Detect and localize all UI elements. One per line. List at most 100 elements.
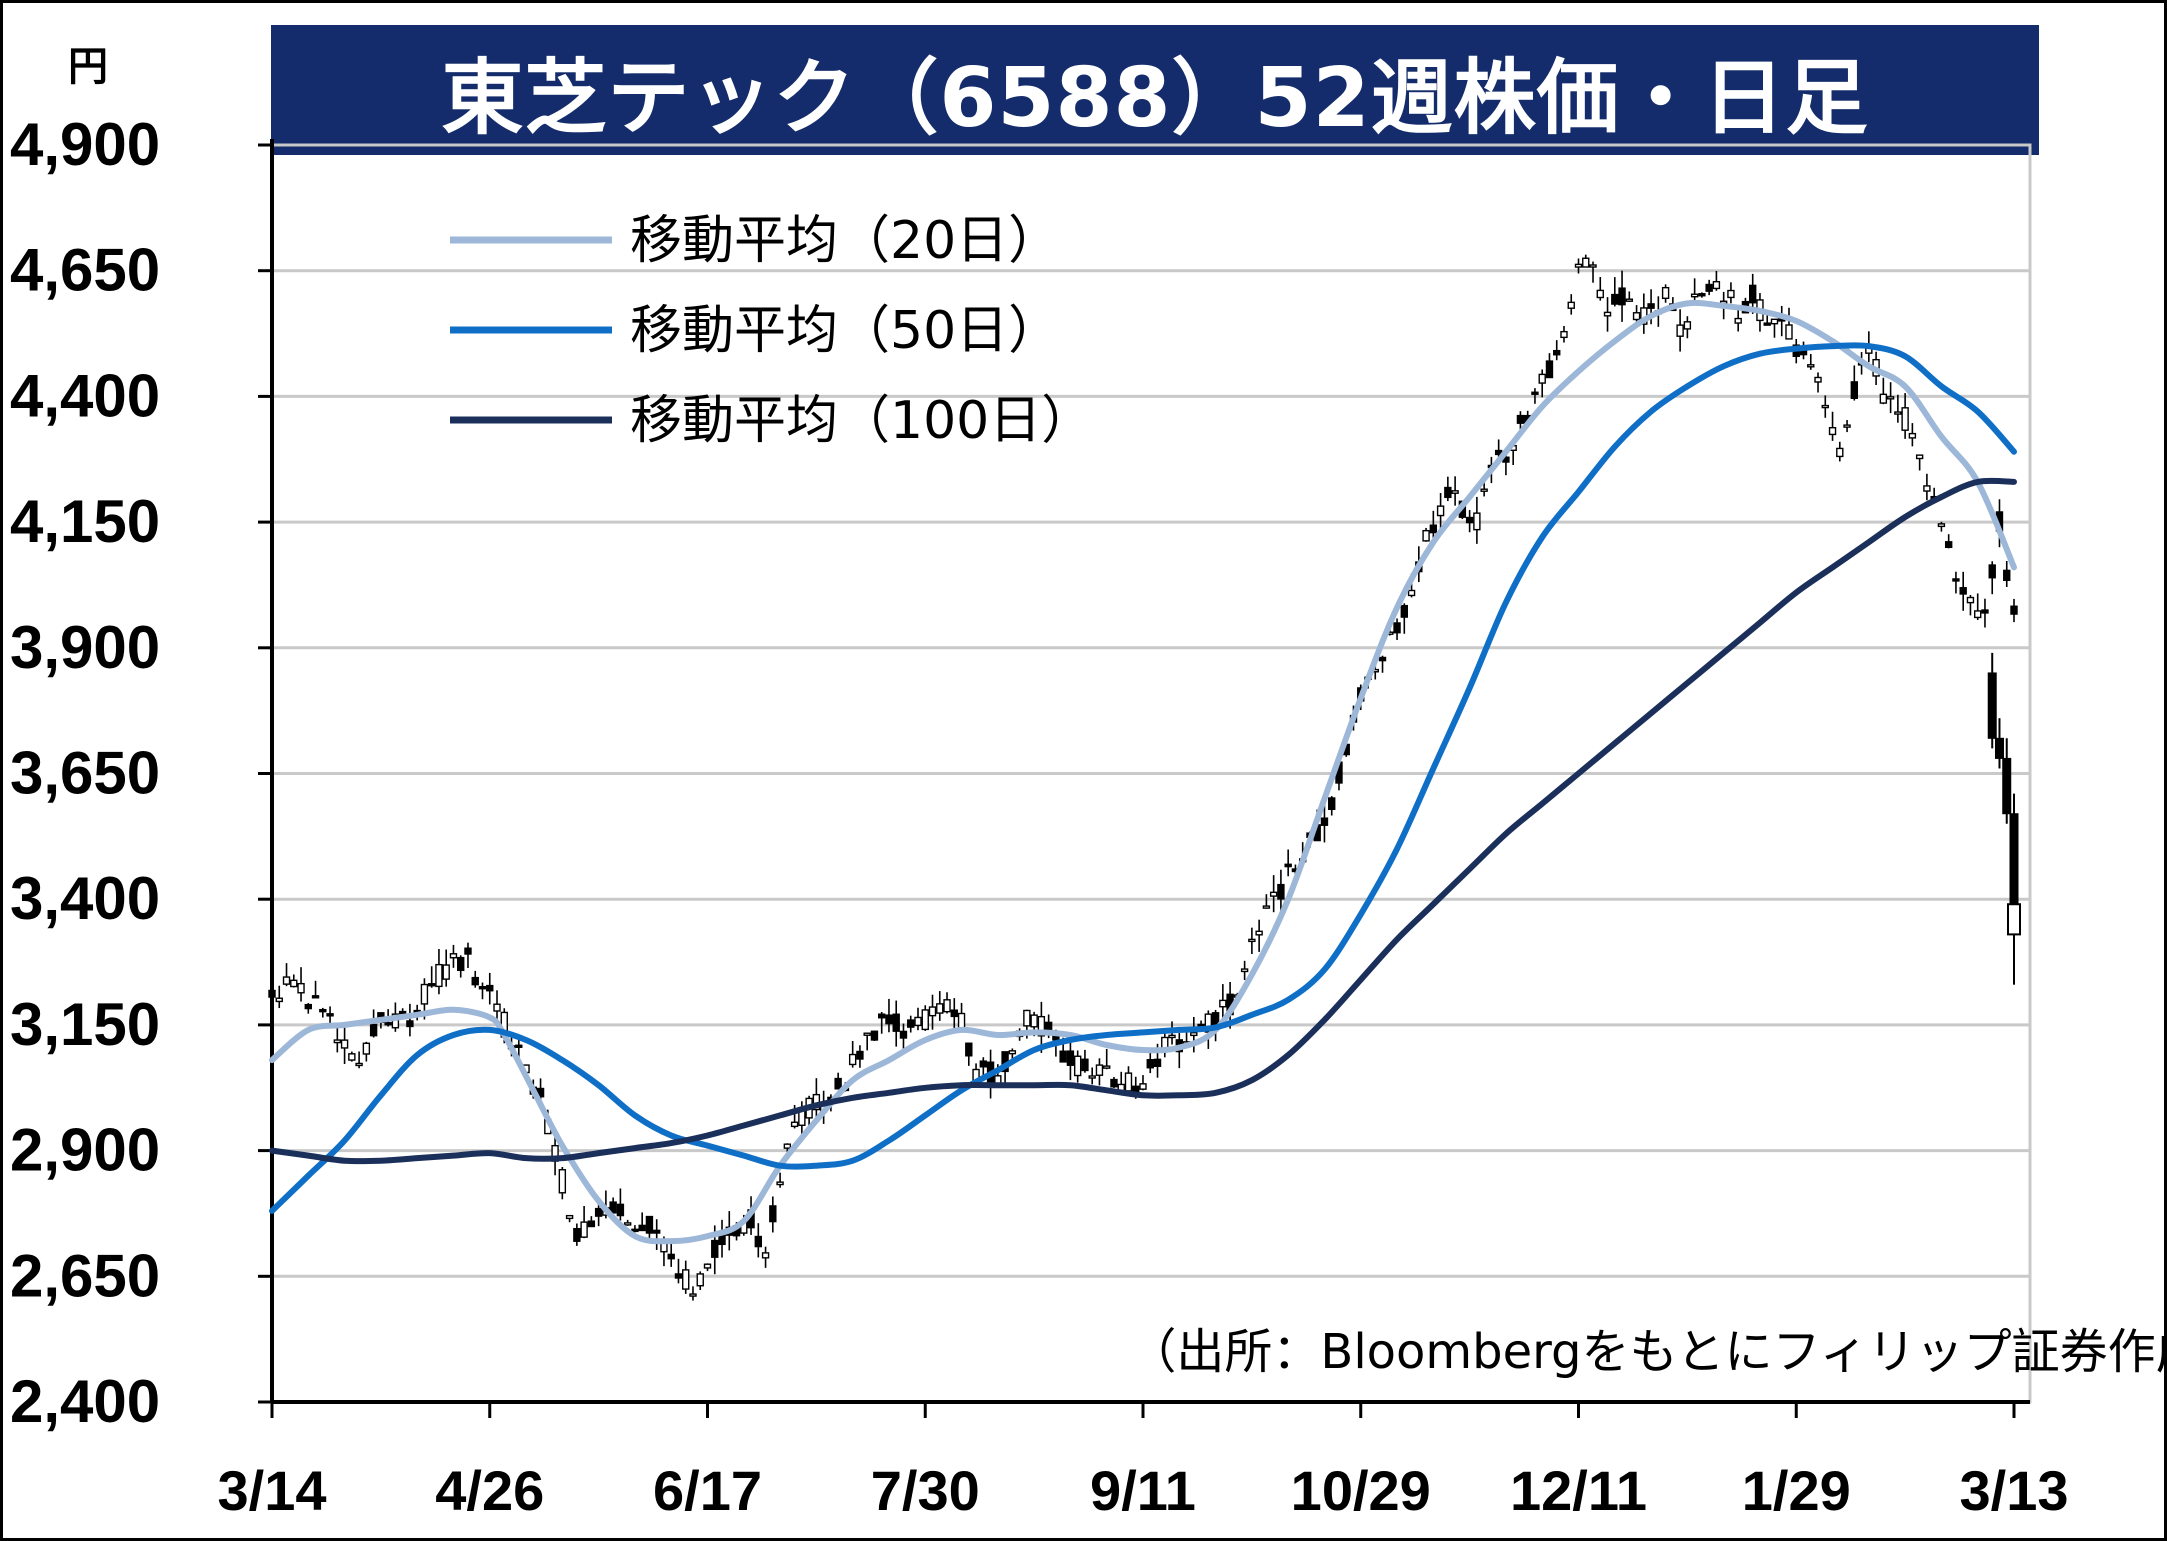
candle-body [1596,289,1604,299]
candle-body [1320,817,1329,826]
candle-body [1531,391,1539,395]
candle-body [1589,264,1597,268]
candle-body [1582,257,1590,268]
candle-body [1770,318,1779,325]
candle-body [711,1239,719,1258]
x-tick-label: 6/17 [653,1459,762,1522]
candle-body [304,1003,312,1010]
candle-body [1748,284,1757,304]
candle-body [1219,999,1227,1008]
candle-body [1451,490,1459,494]
candle-body [783,1143,792,1149]
y-tick-label: 4,900 [10,111,160,178]
candle-body [703,1263,712,1269]
candle-body [834,1077,842,1090]
source-note: （出所：Bloombergをもとにフィリップ証券作成） [1128,1324,2167,1380]
candle-body [652,1229,661,1234]
candle-body [1705,283,1713,292]
candle-body [1981,609,1989,614]
candle-body [1611,293,1619,305]
candle-body [406,1020,414,1028]
candle-body [268,989,276,998]
candle-body [1908,432,1917,439]
candle-body [1153,1058,1162,1067]
candle-body [870,1030,879,1041]
candle-body [1103,1065,1111,1069]
candle-body [1574,263,1583,268]
candle-body [1836,447,1844,458]
candle-body [1690,293,1699,298]
y-axis-unit: 円 [68,44,108,90]
y-tick-label: 2,900 [10,1117,160,1184]
candle-body [1110,1078,1118,1088]
candle-body [776,1181,784,1186]
candle-body [1625,298,1634,302]
candle-body [1538,373,1546,384]
candle-body [689,1293,697,1297]
candle-body [928,1006,937,1017]
candle-body [609,1201,617,1214]
candle-body [1676,324,1684,337]
candle-body [754,1235,763,1248]
candle-body [355,1062,363,1067]
candle-body [457,956,465,972]
candle-body [442,964,450,980]
candle-body [290,979,298,988]
series-line-ma20 [269,299,2017,1245]
candle-body [878,1013,886,1019]
candle-body [1734,317,1742,324]
candle-body [2007,903,2021,936]
title-bar: 東芝テック（6588）52週株価・日足 [271,25,2039,155]
candle-body [1850,381,1859,399]
candle-body [1277,883,1285,900]
candle-body [1988,564,1996,579]
candle-body [1328,797,1336,811]
candle-body [907,1019,915,1028]
candle-body [667,1253,675,1260]
candle-body [1553,349,1561,356]
candle-body [979,1060,988,1068]
candle-body [856,1050,864,1060]
candle-body [616,1203,625,1217]
candle-body [1843,424,1851,428]
candle-body [885,1014,893,1025]
candle-body [1480,488,1488,492]
candle-body [1168,1034,1176,1039]
candle-body [2010,605,2018,615]
candle-body [645,1215,654,1234]
candle-body [348,1053,356,1061]
candle-body [1828,427,1837,436]
candle-body [1987,672,1997,739]
candle-body [914,1016,922,1027]
y-tick-label: 3,900 [10,614,160,681]
candle-body [1915,454,1924,460]
candle-body [1248,938,1256,943]
legend-label-ma50: 移動平均（50日） [630,301,1060,361]
candle-body [1727,289,1735,299]
candle-body [1240,968,1249,973]
candle-body [1407,589,1416,597]
candle-body [565,1214,574,1220]
candle-body [486,984,494,992]
candle-body [761,1252,770,1259]
candle-body [1139,1083,1147,1090]
candle-body [1944,541,1953,549]
candle-body [471,976,479,986]
y-tick-label: 3,400 [10,865,160,932]
x-tick-label: 4/26 [435,1459,544,1522]
candle-body [464,947,472,955]
candle-body [1059,1050,1067,1063]
y-tick-label: 4,650 [10,237,160,304]
candle-body [1422,529,1430,542]
legend-label-ma20: 移動平均（20日） [630,211,1060,271]
candle-body [1393,622,1401,634]
candle-body [1937,523,1946,528]
candle-body [936,1003,944,1014]
candle-body [558,1169,567,1194]
candle-body [1814,376,1822,383]
candle-body [449,953,458,959]
candle-body [1901,407,1909,431]
candle-body [1516,414,1525,424]
candle-body [587,1220,596,1228]
axis-layer: 4,900 4,650 4,400 4,150 3,900 3,650 3,400 3,150… [10,111,2069,1522]
